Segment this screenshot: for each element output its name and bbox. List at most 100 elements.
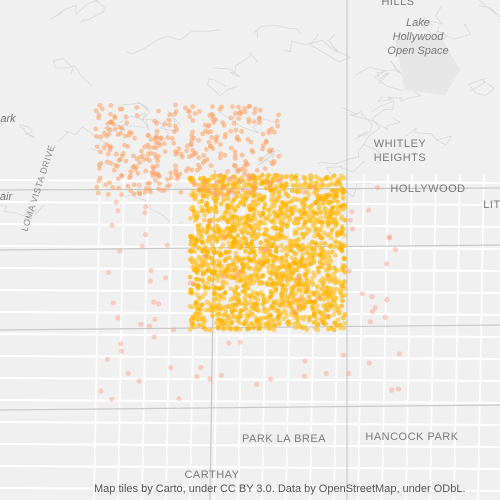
point bbox=[173, 152, 179, 157]
point bbox=[258, 274, 264, 280]
point bbox=[270, 281, 276, 286]
point bbox=[109, 119, 114, 125]
point bbox=[323, 370, 329, 376]
point bbox=[263, 243, 268, 249]
point bbox=[234, 134, 240, 140]
point bbox=[218, 172, 224, 178]
terrain-line bbox=[0, 204, 45, 217]
point bbox=[196, 254, 202, 260]
point bbox=[261, 247, 267, 253]
point bbox=[156, 108, 161, 114]
point bbox=[291, 267, 297, 272]
point bbox=[279, 273, 285, 279]
point bbox=[188, 248, 194, 254]
point bbox=[305, 286, 310, 291]
point bbox=[225, 191, 231, 197]
point bbox=[141, 157, 147, 163]
point bbox=[110, 300, 116, 306]
point bbox=[137, 160, 143, 166]
point bbox=[257, 120, 262, 125]
point bbox=[275, 298, 280, 304]
point bbox=[289, 211, 295, 216]
point bbox=[341, 325, 347, 331]
point bbox=[188, 235, 194, 241]
point bbox=[211, 235, 216, 240]
point bbox=[215, 180, 220, 185]
point bbox=[105, 192, 111, 197]
street bbox=[0, 289, 500, 294]
point bbox=[209, 269, 215, 275]
point bbox=[152, 316, 158, 323]
point bbox=[258, 321, 264, 326]
point bbox=[115, 208, 121, 214]
point bbox=[323, 176, 328, 182]
point bbox=[156, 140, 162, 146]
street bbox=[0, 443, 500, 448]
point bbox=[312, 210, 317, 216]
place-label: HANCOCK PARK bbox=[365, 431, 458, 443]
point bbox=[372, 305, 378, 311]
point bbox=[183, 168, 189, 174]
point bbox=[214, 320, 219, 326]
point bbox=[118, 348, 125, 354]
point bbox=[279, 290, 284, 296]
point bbox=[288, 242, 294, 248]
point bbox=[315, 195, 321, 201]
point bbox=[164, 177, 170, 183]
point bbox=[277, 216, 283, 222]
point bbox=[233, 268, 239, 274]
point bbox=[272, 235, 278, 241]
point bbox=[242, 288, 248, 294]
point bbox=[147, 145, 152, 151]
point bbox=[147, 278, 153, 284]
point bbox=[206, 139, 212, 145]
point bbox=[280, 247, 285, 253]
point bbox=[276, 178, 282, 184]
point bbox=[220, 185, 226, 191]
point bbox=[208, 129, 214, 135]
point bbox=[212, 305, 218, 310]
point bbox=[197, 230, 202, 236]
point bbox=[205, 262, 211, 268]
point bbox=[279, 243, 284, 248]
point bbox=[332, 301, 338, 307]
point bbox=[188, 215, 193, 221]
point bbox=[286, 319, 291, 324]
point bbox=[280, 299, 285, 305]
point bbox=[217, 155, 223, 161]
point bbox=[199, 208, 205, 214]
point bbox=[202, 291, 208, 296]
point bbox=[192, 324, 197, 330]
point bbox=[189, 142, 194, 148]
point bbox=[98, 134, 104, 140]
point bbox=[269, 235, 274, 241]
point bbox=[216, 258, 221, 263]
point bbox=[211, 216, 217, 222]
point bbox=[104, 159, 110, 165]
point bbox=[322, 206, 328, 212]
point bbox=[208, 163, 214, 169]
point bbox=[218, 201, 224, 207]
point bbox=[228, 115, 234, 121]
point bbox=[252, 271, 258, 276]
point bbox=[139, 243, 145, 249]
park-label: ark bbox=[0, 113, 16, 125]
point bbox=[249, 148, 255, 153]
point bbox=[232, 236, 237, 241]
point bbox=[197, 109, 202, 114]
point bbox=[194, 374, 200, 380]
point bbox=[105, 151, 111, 157]
point bbox=[202, 217, 207, 223]
point bbox=[191, 135, 197, 141]
point bbox=[307, 261, 313, 267]
point bbox=[194, 283, 200, 289]
point bbox=[190, 265, 196, 270]
point bbox=[288, 207, 294, 213]
point bbox=[308, 290, 314, 295]
point bbox=[173, 167, 179, 173]
point bbox=[289, 177, 294, 183]
point bbox=[299, 293, 305, 299]
point bbox=[281, 202, 287, 208]
point bbox=[221, 274, 227, 280]
terrain-line bbox=[468, 77, 496, 96]
